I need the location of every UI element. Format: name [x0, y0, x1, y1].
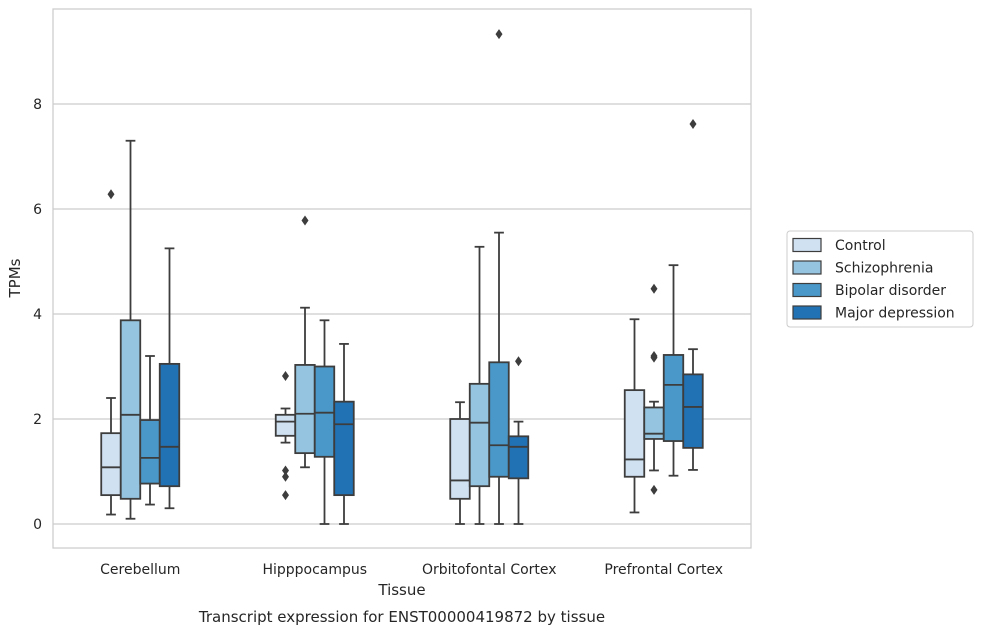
- outlier-point: [515, 356, 522, 367]
- box-iqr: [449, 418, 471, 500]
- box-iqr: [100, 432, 122, 497]
- outlier-point: [650, 283, 658, 294]
- legend-label: Schizophrenia: [835, 261, 933, 277]
- box-iqr: [662, 354, 685, 442]
- box: [682, 118, 704, 471]
- legend-swatch: [792, 260, 822, 275]
- legend-item: Schizophrenia: [792, 260, 933, 277]
- box: [333, 343, 355, 525]
- box: [294, 215, 316, 469]
- plot-frame: [52, 8, 752, 549]
- y-tick-labels: 0 2 4 6 8: [33, 97, 42, 533]
- x-axis-label: Tissue: [377, 581, 425, 599]
- series-schizophrenia: [119, 139, 665, 525]
- box-iqr: [488, 361, 510, 478]
- legend-item: Major depression: [792, 305, 955, 322]
- box-iqr: [139, 419, 161, 485]
- box: [313, 319, 336, 525]
- outlier-point: [282, 471, 289, 482]
- box: [623, 318, 646, 514]
- box: [449, 401, 471, 525]
- box: [507, 356, 530, 525]
- y-axis-label: TPMs: [6, 258, 24, 298]
- box: [158, 247, 181, 510]
- x-tick-label: Hipppocampus: [262, 562, 367, 578]
- legend-item: Control: [792, 237, 886, 254]
- outlier-point: [107, 189, 115, 200]
- outlier-point: [282, 370, 289, 381]
- series-major-depression: [158, 118, 704, 525]
- box-iqr: [313, 365, 336, 458]
- outlier-point: [689, 118, 697, 129]
- legend-item: Bipolar disorder: [792, 282, 946, 299]
- outlier-point: [650, 352, 658, 363]
- box: [139, 355, 161, 506]
- y-tick-label: 6: [33, 202, 42, 218]
- y-tick-label: 0: [33, 517, 42, 533]
- box: [100, 189, 122, 516]
- box-iqr: [294, 364, 316, 455]
- outlier-point: [650, 484, 658, 495]
- box: [468, 245, 491, 525]
- box-iqr: [119, 319, 142, 500]
- box: [488, 29, 510, 525]
- box: [274, 370, 297, 501]
- box-series: [100, 29, 704, 525]
- legend-swatch: [792, 282, 822, 298]
- box-iqr: [507, 435, 530, 480]
- legend: Control Schizophrenia Bipolar disorder Majo…: [786, 230, 974, 328]
- x-tick-labels: Cerebellum Hipppocampus Orbitofontal Corte…: [100, 562, 723, 578]
- box: [662, 264, 685, 477]
- legend-frame: [786, 230, 974, 328]
- y-tick-label: 4: [33, 307, 42, 323]
- x-tick-label: Cerebellum: [100, 562, 180, 578]
- legend-label: Control: [835, 238, 886, 254]
- chart-caption: Transcript expression for ENST0000041987…: [198, 608, 605, 626]
- outlier-point: [495, 29, 503, 40]
- box-iqr: [333, 400, 355, 497]
- series-bipolar-disorder: [139, 29, 685, 525]
- box-iqr: [623, 389, 646, 478]
- box-iqr: [274, 413, 297, 437]
- y-tick-label: 8: [33, 97, 42, 113]
- legend-swatch: [792, 305, 822, 320]
- y-tick-label: 2: [33, 412, 42, 428]
- box: [643, 283, 665, 495]
- legend-label: Major depression: [835, 306, 955, 322]
- box: [119, 139, 142, 520]
- legend-items: Control Schizophrenia Bipolar disorder Majo…: [792, 237, 955, 322]
- x-tick-label: Prefrontal Cortex: [604, 562, 723, 578]
- box-iqr: [468, 382, 491, 488]
- series-control: [100, 189, 646, 525]
- x-tick-label: Orbitofontal Cortex: [422, 562, 557, 578]
- legend-label: Bipolar disorder: [835, 283, 946, 299]
- outlier-point: [301, 215, 309, 226]
- legend-swatch: [792, 237, 822, 253]
- box-iqr: [682, 373, 704, 449]
- outlier-point: [282, 465, 289, 476]
- outlier-point: [282, 490, 289, 501]
- box-iqr: [158, 362, 181, 488]
